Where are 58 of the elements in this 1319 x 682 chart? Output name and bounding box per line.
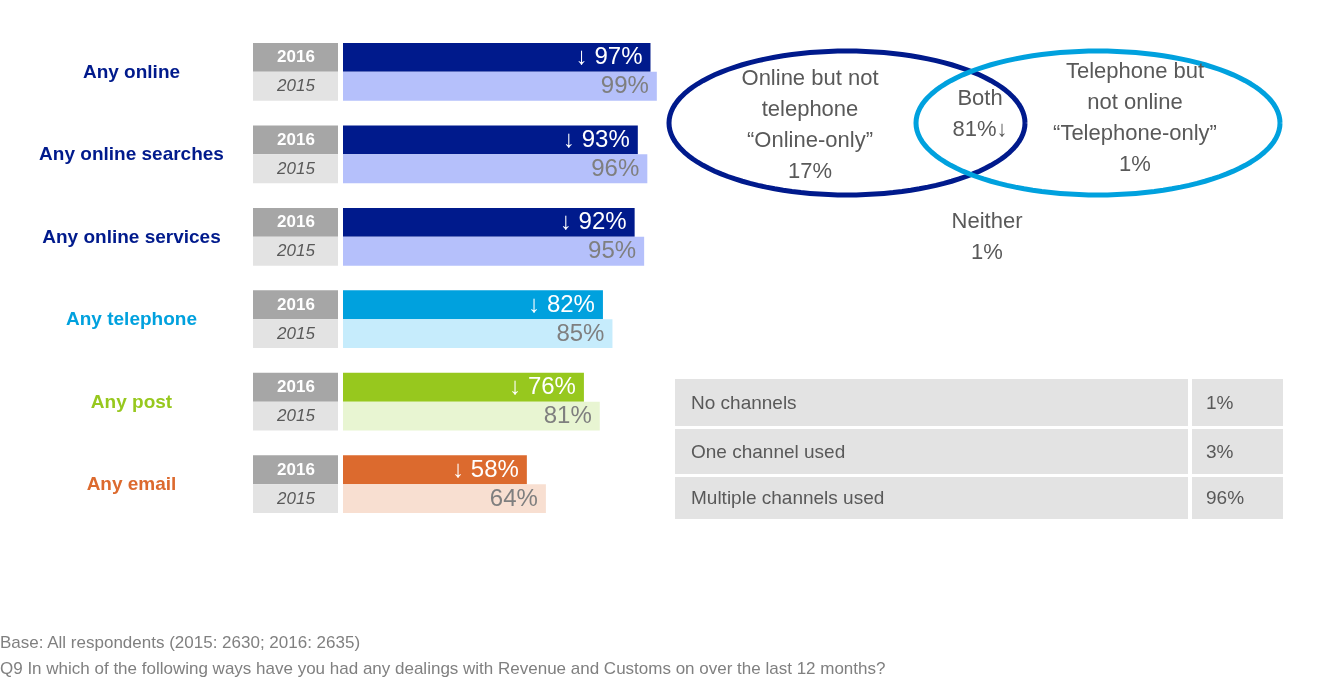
- category-label: Telephone but not online “Telephone-only”: [1053, 58, 1217, 145]
- category-label: Online but not telephone “Online-only”: [741, 65, 879, 152]
- bar: [343, 207, 635, 237]
- category-label: Multiple channels used: [691, 487, 885, 508]
- text: 2015: [277, 488, 315, 508]
- bar: [343, 319, 613, 349]
- data-label: 3%: [1206, 440, 1234, 462]
- y-tick-label: Any online services: [42, 225, 221, 247]
- y-tick-label: Any online searches: [39, 143, 224, 165]
- bar: [343, 455, 527, 485]
- data-label: 81%↓: [952, 116, 1008, 141]
- data-label: 99%: [600, 71, 649, 99]
- bar: [343, 42, 651, 72]
- bar: [343, 372, 584, 402]
- data-label: 96%: [591, 153, 640, 181]
- data-label: ↓ 93%: [563, 124, 630, 152]
- y-tick-label: Any post: [90, 390, 173, 412]
- data-label: 17%: [787, 158, 833, 183]
- text: Base: All respondents (2015: 2630; 2016: 2635): [0, 633, 361, 652]
- series-label: 2016: [277, 47, 315, 67]
- text: Q9 In which of the following ways have you had any dealings with Revenue and Customs on over the last 12 months?: [0, 659, 886, 678]
- category-label: One channel used: [691, 440, 846, 462]
- data-label: ↓ 92%: [559, 207, 627, 235]
- text: 2016: [277, 377, 315, 397]
- data-label: 81%: [543, 401, 592, 429]
- bar: [343, 236, 645, 266]
- text: 2015: [277, 241, 315, 261]
- text: 2015: [277, 323, 315, 343]
- data-label: ↓ 82%: [528, 289, 595, 317]
- data-label: 1%: [1206, 391, 1234, 413]
- y-tick-label: Any online: [82, 60, 181, 82]
- data-label: 95%: [588, 236, 637, 264]
- bar: [343, 154, 648, 184]
- y-tick-label: Any email: [86, 473, 177, 495]
- text: 2016: [277, 294, 315, 314]
- y-tick-label: Any telephone: [66, 308, 197, 330]
- text: 2015: [277, 158, 315, 178]
- data-label: ↓ 58%: [452, 454, 519, 482]
- data-label: 96%: [1206, 487, 1245, 508]
- data-label: 64%: [489, 483, 538, 511]
- text: 2016: [277, 459, 315, 479]
- category-label: No channels: [691, 391, 797, 413]
- bar: [343, 484, 546, 514]
- bar: [343, 290, 603, 320]
- bar: [343, 71, 657, 101]
- data-label: 1%: [971, 239, 1003, 264]
- data-label: 85%: [556, 318, 605, 346]
- category-label: Neither: [951, 208, 1023, 233]
- data-label: 1%: [1119, 151, 1151, 176]
- data-label: ↓ 76%: [509, 372, 576, 400]
- text: 2016: [277, 212, 315, 232]
- data-label: ↓ 97%: [575, 42, 643, 70]
- series-label: 2015: [276, 76, 316, 96]
- category-label: Both: [957, 85, 1003, 110]
- text: 2015: [277, 406, 315, 426]
- bar: [343, 125, 638, 155]
- text: 2016: [277, 129, 315, 149]
- bar: [343, 401, 600, 431]
